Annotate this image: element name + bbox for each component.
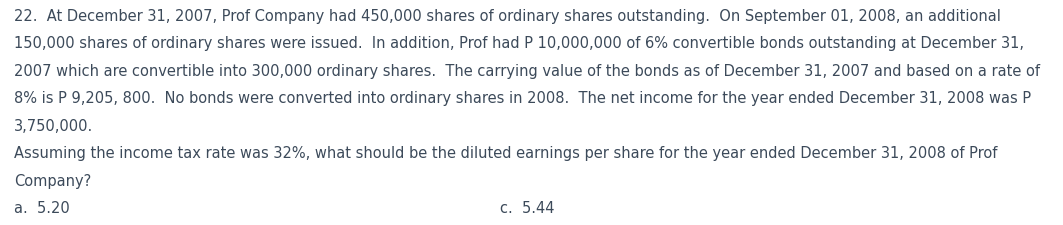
Text: Company?: Company? [14,174,91,189]
Text: c.  5.44: c. 5.44 [500,201,554,216]
Text: 150,000 shares of ordinary shares were issued.  In addition, Prof had P 10,000,0: 150,000 shares of ordinary shares were i… [14,36,1024,52]
Text: 2007 which are convertible into 300,000 ordinary shares.  The carrying value of : 2007 which are convertible into 300,000 … [14,64,1040,79]
Text: Assuming the income tax rate was 32%, what should be the diluted earnings per sh: Assuming the income tax rate was 32%, wh… [14,146,997,161]
Text: 3,750,000.: 3,750,000. [14,119,94,134]
Text: 22.  At December 31, 2007, Prof Company had 450,000 shares of ordinary shares ou: 22. At December 31, 2007, Prof Company h… [14,9,1000,24]
Text: 8% is P 9,205, 800.  No bonds were converted into ordinary shares in 2008.  The : 8% is P 9,205, 800. No bonds were conver… [14,91,1031,106]
Text: a.  5.20: a. 5.20 [14,201,69,216]
